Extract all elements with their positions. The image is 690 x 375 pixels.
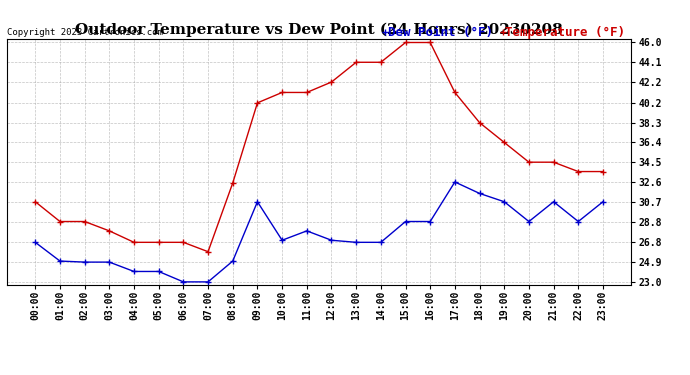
Dew Point (°F)	[500, 200, 509, 204]
Temperature (°F)	[525, 160, 533, 164]
Temperature (°F)	[56, 219, 64, 224]
Dew Point (°F)	[549, 200, 558, 204]
Dew Point (°F)	[253, 200, 262, 204]
Dew Point (°F)	[56, 259, 64, 263]
Temperature (°F)	[377, 60, 385, 64]
Temperature (°F)	[105, 229, 113, 233]
Temperature (°F)	[228, 181, 237, 185]
Dew Point (°F)	[278, 238, 286, 243]
Temperature (°F)	[327, 80, 335, 84]
Temperature (°F)	[599, 169, 607, 174]
Title: Outdoor Temperature vs Dew Point (24 Hours) 20230208: Outdoor Temperature vs Dew Point (24 Hou…	[75, 22, 563, 37]
Temperature (°F)	[81, 219, 89, 224]
Dew Point (°F)	[327, 238, 335, 243]
Dew Point (°F)	[31, 240, 39, 244]
Dew Point (°F)	[303, 229, 311, 233]
Dew Point (°F)	[155, 269, 163, 274]
Dew Point (°F)	[204, 280, 213, 284]
Temperature (°F)	[426, 40, 434, 45]
Dew Point (°F)	[179, 280, 188, 284]
Line: Dew Point (°F): Dew Point (°F)	[32, 179, 606, 285]
Dew Point (°F)	[228, 259, 237, 263]
Dew Point (°F)	[402, 219, 410, 224]
Temperature (°F)	[500, 140, 509, 145]
Dew Point (°F)	[352, 240, 360, 244]
Text: Copyright 2023 Cartronics.com: Copyright 2023 Cartronics.com	[7, 28, 163, 37]
Temperature (°F)	[253, 100, 262, 105]
Dew Point (°F)	[377, 240, 385, 244]
Temperature (°F)	[402, 40, 410, 45]
Dew Point (°F)	[475, 191, 484, 196]
Line: Temperature (°F): Temperature (°F)	[32, 40, 606, 255]
Dew Point (°F)	[451, 180, 459, 184]
Legend: Dew Point (°F), Temperature (°F): Dew Point (°F), Temperature (°F)	[385, 26, 625, 39]
Temperature (°F)	[130, 240, 138, 244]
Dew Point (°F)	[525, 219, 533, 224]
Dew Point (°F)	[130, 269, 138, 274]
Temperature (°F)	[352, 60, 360, 64]
Dew Point (°F)	[81, 260, 89, 264]
Dew Point (°F)	[574, 219, 582, 224]
Temperature (°F)	[451, 90, 459, 95]
Dew Point (°F)	[105, 260, 113, 264]
Temperature (°F)	[574, 169, 582, 174]
Temperature (°F)	[549, 160, 558, 164]
Temperature (°F)	[179, 240, 188, 244]
Dew Point (°F)	[599, 200, 607, 204]
Temperature (°F)	[278, 90, 286, 95]
Dew Point (°F)	[426, 219, 434, 224]
Temperature (°F)	[31, 200, 39, 204]
Temperature (°F)	[204, 249, 213, 254]
Temperature (°F)	[475, 120, 484, 125]
Temperature (°F)	[155, 240, 163, 244]
Temperature (°F)	[303, 90, 311, 95]
